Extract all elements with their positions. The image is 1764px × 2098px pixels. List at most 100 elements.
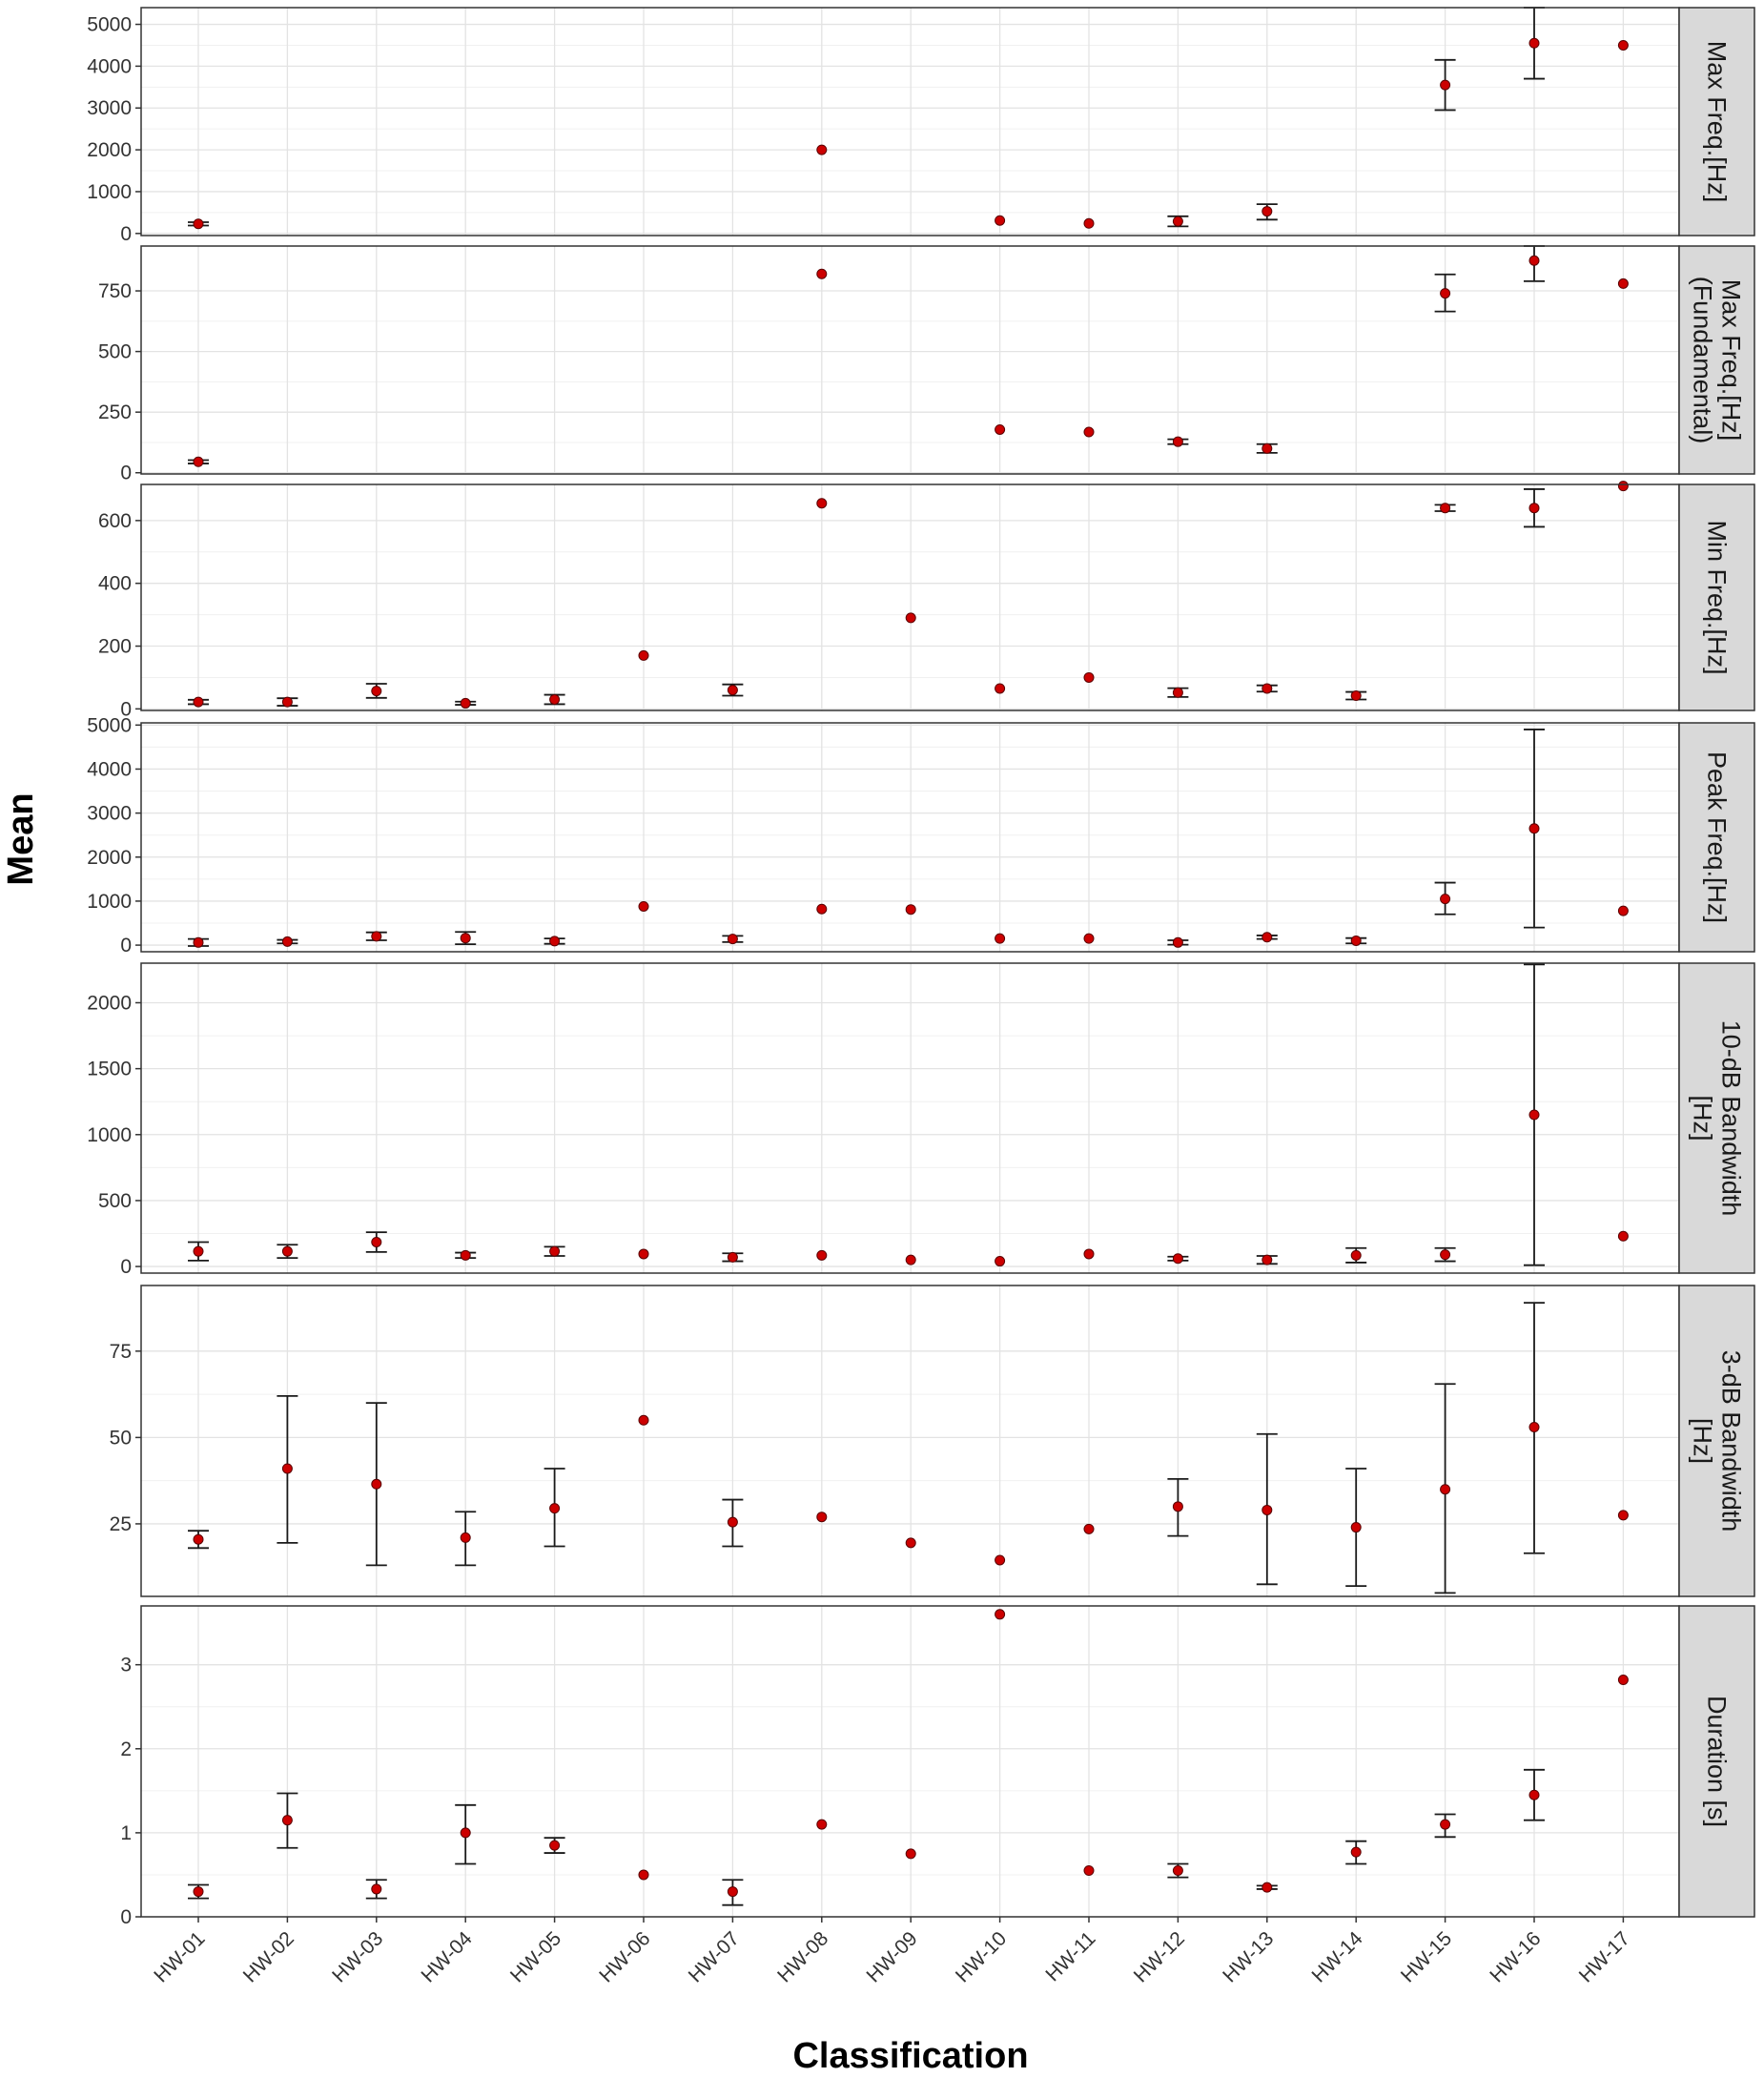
data-point: [460, 933, 471, 944]
data-point: [549, 1840, 561, 1851]
x-tick-label: HW-01: [150, 1927, 209, 1986]
data-point: [193, 218, 204, 230]
data-point: [1083, 426, 1095, 438]
data-point: [1350, 1249, 1362, 1261]
data-point: [371, 1883, 382, 1895]
data-point: [1440, 894, 1451, 905]
x-tick-label: HW-05: [506, 1927, 565, 1986]
data-point: [816, 498, 828, 509]
data-point: [1083, 1865, 1095, 1877]
data-point: [638, 1869, 649, 1881]
facet-strip-label: Max Freq.[Hz]: [1703, 41, 1732, 203]
data-point: [1617, 278, 1629, 289]
panel-background: [141, 963, 1679, 1273]
data-point: [281, 1245, 293, 1257]
y-tick-label: 0: [120, 1256, 132, 1278]
data-point: [995, 1256, 1006, 1267]
y-tick-label: 600: [98, 510, 132, 532]
data-point: [1440, 1249, 1451, 1261]
y-tick-label: 3000: [87, 97, 132, 119]
y-axis-title: Mean: [1, 792, 41, 885]
facet-strip-label: Duration [s]: [1703, 1696, 1732, 1827]
y-tick-label: 1000: [87, 891, 132, 913]
facet-panel: 0 500 1000 1500 2000 10-dB Bandwidth[Hz]: [87, 962, 1755, 1278]
facet-panel: 0 1000 2000 3000 4000 5000 Peak Freq.[Hz]: [87, 714, 1755, 956]
data-point: [371, 1237, 382, 1247]
y-tick-label: 1: [120, 1822, 132, 1844]
facet-strip: [1678, 1285, 1755, 1597]
data-point: [193, 456, 204, 467]
facet-strip-label: [Hz]: [1689, 1418, 1717, 1464]
data-point: [1440, 79, 1451, 91]
panel-background: [141, 1606, 1679, 1917]
data-point: [727, 1251, 738, 1263]
y-tick-label: 50: [110, 1427, 132, 1449]
data-point: [995, 423, 1006, 435]
data-point: [1261, 442, 1273, 454]
data-point: [1528, 503, 1540, 514]
data-point: [1528, 1789, 1540, 1800]
data-point: [549, 936, 561, 947]
data-point: [1617, 1675, 1629, 1686]
data-point: [1172, 1501, 1183, 1512]
y-tick-label: 200: [98, 636, 132, 658]
facet-panel: 0 1 2 3 Duration [s]: [120, 1605, 1755, 1928]
y-tick-label: 5000: [87, 714, 132, 736]
data-point: [1528, 37, 1540, 49]
data-point: [638, 649, 649, 661]
data-point: [460, 1532, 471, 1543]
x-tick-label: HW-10: [952, 1927, 1011, 1986]
data-point: [1261, 683, 1273, 694]
data-point: [1083, 933, 1095, 944]
facet-strip: [1678, 962, 1755, 1274]
y-tick-label: 500: [98, 1190, 132, 1212]
data-point: [727, 934, 738, 945]
y-tick-label: 25: [110, 1513, 132, 1535]
data-point: [1261, 206, 1273, 217]
facet-strip: [1678, 722, 1755, 953]
y-tick-label: 1000: [87, 181, 132, 203]
data-point: [1261, 1882, 1273, 1893]
y-tick-label: 1500: [87, 1059, 132, 1080]
y-tick-label: 1000: [87, 1124, 132, 1146]
x-tick-label: HW-06: [595, 1927, 654, 1986]
data-point: [281, 1815, 293, 1826]
data-point: [193, 696, 204, 708]
y-tick-label: 3000: [87, 803, 132, 825]
facet-panel: 0 250 500 750 Max Freq.[Hz](Fundamental): [98, 245, 1755, 484]
data-point: [1350, 935, 1362, 946]
x-tick-label: HW-13: [1219, 1927, 1278, 1986]
data-point: [638, 900, 649, 912]
y-tick-label: 0: [120, 698, 132, 720]
data-point: [1083, 1523, 1095, 1534]
y-tick-label: 2000: [87, 992, 132, 1014]
data-point: [1440, 288, 1451, 299]
data-point: [995, 1609, 1006, 1620]
data-point: [1172, 936, 1183, 948]
data-point: [1617, 1230, 1629, 1242]
x-tick-label: HW-11: [1041, 1927, 1099, 1985]
data-point: [1528, 1109, 1540, 1121]
data-point: [371, 931, 382, 942]
data-point: [816, 1819, 828, 1830]
facet-strip-label: 3-dB Bandwidth: [1717, 1350, 1746, 1532]
y-tick-label: 750: [98, 280, 132, 302]
y-tick-label: 0: [120, 223, 132, 245]
data-point: [371, 686, 382, 697]
data-point: [638, 1248, 649, 1260]
data-point: [193, 1533, 204, 1545]
x-tick-label: HW-17: [1575, 1927, 1634, 1986]
x-tick-label: HW-09: [863, 1927, 922, 1986]
data-point: [816, 1512, 828, 1523]
data-point: [1261, 1254, 1273, 1265]
facet-strip-label: Peak Freq.[Hz]: [1703, 751, 1732, 923]
data-point: [1083, 671, 1095, 683]
x-axis-title: Classification: [792, 2036, 1028, 2076]
data-point: [1350, 690, 1362, 702]
data-point: [1440, 503, 1451, 514]
data-point: [281, 696, 293, 708]
y-tick-label: 500: [98, 341, 132, 363]
data-point: [816, 268, 828, 279]
data-point: [905, 1537, 916, 1549]
